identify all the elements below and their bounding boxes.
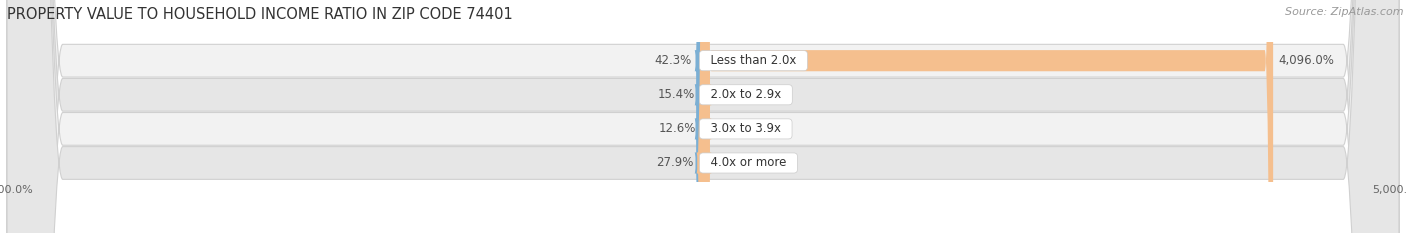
- FancyBboxPatch shape: [703, 0, 1274, 233]
- FancyBboxPatch shape: [695, 0, 706, 233]
- FancyBboxPatch shape: [7, 0, 1399, 233]
- Text: 16.8%: 16.8%: [711, 122, 748, 135]
- Text: PROPERTY VALUE TO HOUSEHOLD INCOME RATIO IN ZIP CODE 74401: PROPERTY VALUE TO HOUSEHOLD INCOME RATIO…: [7, 7, 513, 22]
- FancyBboxPatch shape: [7, 0, 1399, 233]
- FancyBboxPatch shape: [702, 0, 711, 233]
- FancyBboxPatch shape: [695, 0, 707, 233]
- Text: 2.0x to 2.9x: 2.0x to 2.9x: [703, 88, 789, 101]
- FancyBboxPatch shape: [695, 0, 710, 233]
- FancyBboxPatch shape: [695, 0, 709, 233]
- Text: 13.4%: 13.4%: [710, 157, 748, 169]
- FancyBboxPatch shape: [7, 0, 1399, 233]
- Text: 4.0x or more: 4.0x or more: [703, 157, 794, 169]
- Text: Less than 2.0x: Less than 2.0x: [703, 54, 804, 67]
- Text: 15.4%: 15.4%: [658, 88, 696, 101]
- FancyBboxPatch shape: [7, 0, 1399, 233]
- Text: 12.6%: 12.6%: [658, 122, 696, 135]
- Text: 42.3%: 42.3%: [654, 54, 692, 67]
- Text: 48.4%: 48.4%: [716, 88, 752, 101]
- FancyBboxPatch shape: [696, 0, 711, 233]
- Text: Source: ZipAtlas.com: Source: ZipAtlas.com: [1285, 7, 1403, 17]
- Text: 27.9%: 27.9%: [657, 157, 693, 169]
- Text: 4,096.0%: 4,096.0%: [1278, 54, 1334, 67]
- FancyBboxPatch shape: [697, 0, 711, 233]
- Text: 3.0x to 3.9x: 3.0x to 3.9x: [703, 122, 789, 135]
